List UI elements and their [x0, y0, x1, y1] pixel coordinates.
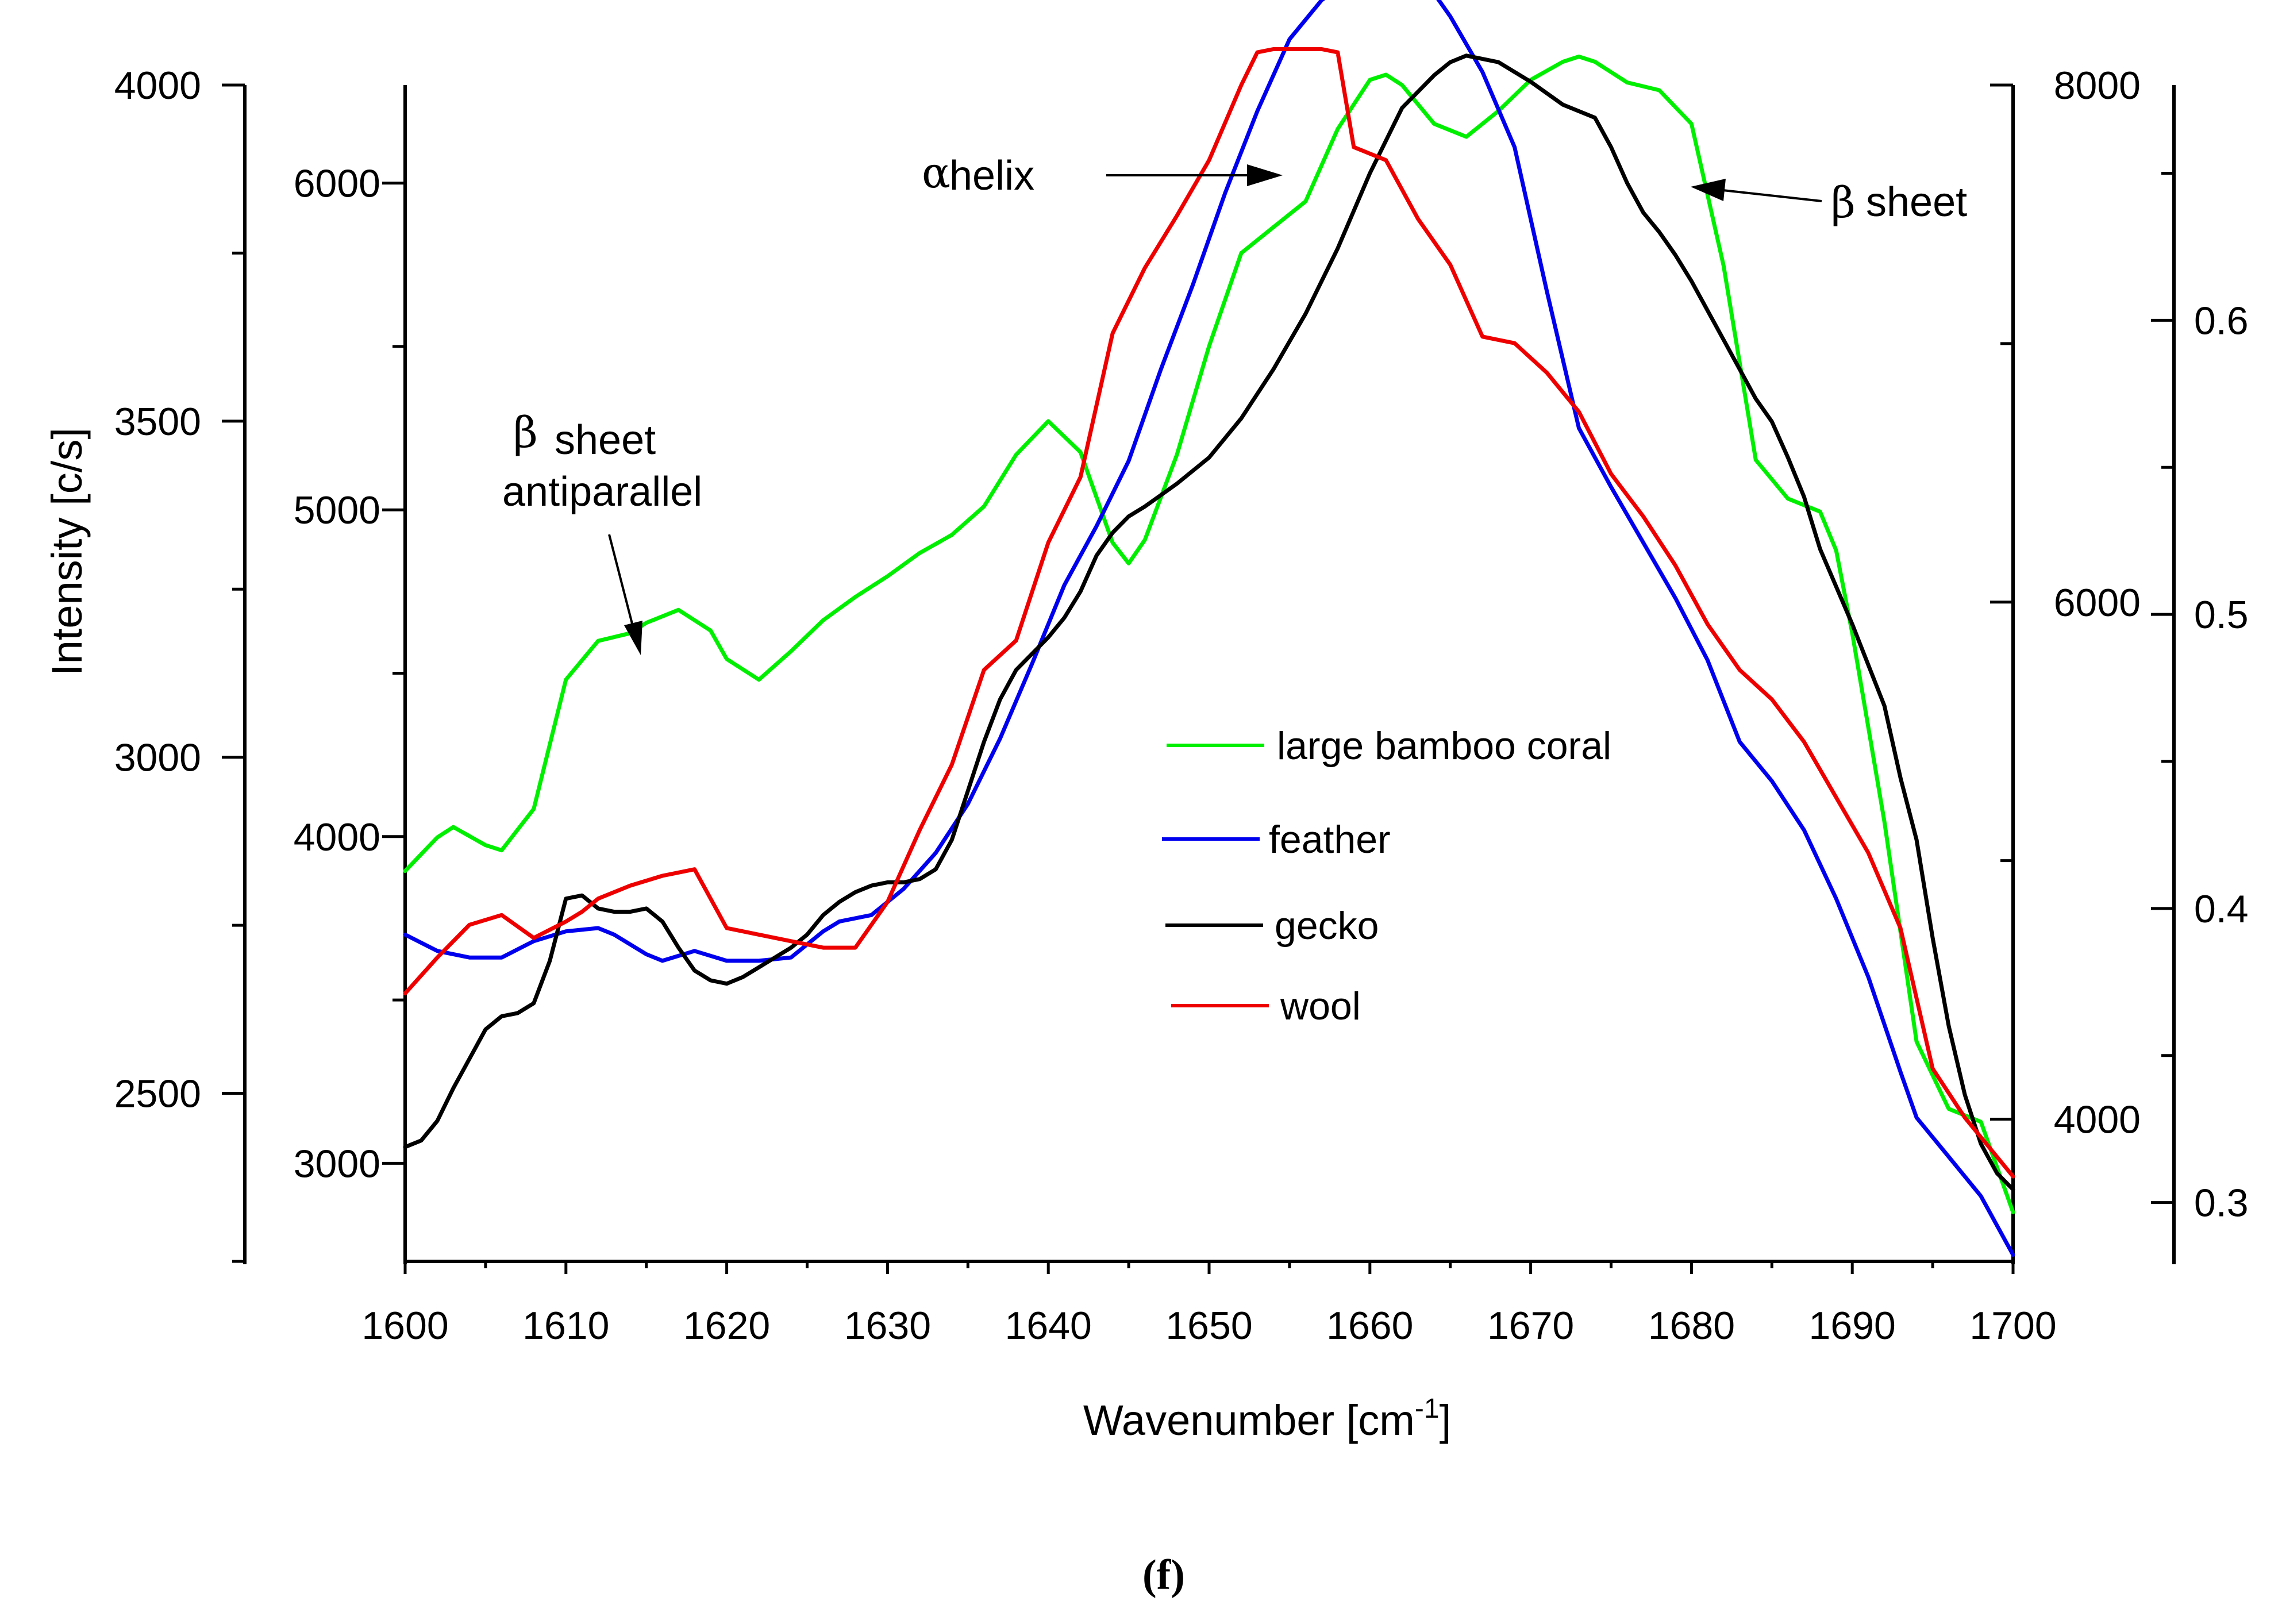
left-inner-tick-label: 4000	[294, 815, 380, 859]
annotation-alpha-helix: α helix	[922, 148, 1283, 199]
legend-label-wool: wool	[1280, 984, 1361, 1028]
right-inner-tick-label: 8000	[2054, 64, 2141, 107]
series-lines	[403, 0, 2015, 1257]
right-inner-tick-label: 4000	[2054, 1098, 2141, 1142]
x-tick-label: 1660	[1326, 1304, 1413, 1348]
x-axis-label-sup: -1	[1415, 1394, 1440, 1424]
legend: large bamboo coral feather gecko wool	[1162, 724, 1611, 1028]
annotation-beta-symbol-left: β	[513, 408, 538, 457]
right-outer-tick-label: 0.6	[2194, 299, 2249, 342]
annotation-arrowhead-antiparallel	[624, 621, 642, 655]
series-line-gecko	[403, 53, 2015, 1192]
annotation-beta-sheet-antiparallel: β sheet antiparallel	[502, 408, 702, 655]
series-line-feather	[403, 0, 2015, 1257]
right-outer-tick-label: 0.3	[2194, 1182, 2249, 1225]
tick-labels: 1600 1610 1620 1630 1640 1650 1660 1670 1680 1690…	[114, 64, 2249, 1348]
x-tick-label: 1670	[1487, 1304, 1574, 1348]
tick-marks	[222, 83, 2174, 1274]
annotation-beta-sheet-word-right: sheet	[1866, 179, 1967, 225]
left-outer-tick-label: 4000	[114, 64, 201, 107]
left-inner-tick-label: 3000	[294, 1142, 380, 1186]
x-tick-label: 1650	[1165, 1304, 1252, 1348]
left-inner-tick-label: 5000	[294, 488, 380, 532]
x-axis-label-end: ]	[1440, 1396, 1452, 1444]
annotation-antiparallel-word: antiparallel	[502, 469, 702, 515]
right-outer-tick-label: 0.5	[2194, 593, 2249, 637]
annotation-arrow-antiparallel	[608, 534, 634, 629]
right-inner-tick-label: 6000	[2054, 581, 2141, 625]
legend-label-feather: feather	[1269, 818, 1391, 861]
left-inner-tick-label: 6000	[294, 162, 380, 206]
left-outer-tick-label: 2500	[114, 1072, 201, 1116]
left-outer-tick-label: 3000	[114, 736, 201, 780]
x-axis-label-text: Wavenumber [cm	[1083, 1396, 1415, 1444]
axes-group	[222, 83, 2176, 1274]
x-tick-label: 1640	[1005, 1304, 1092, 1348]
legend-label-large-bamboo-coral: large bamboo coral	[1277, 724, 1611, 768]
x-tick-label: 1630	[844, 1304, 931, 1348]
x-tick-label: 1600	[361, 1304, 448, 1348]
right-outer-tick-label: 0.4	[2194, 887, 2249, 931]
annotation-beta-symbol-right: β	[1831, 178, 1856, 228]
x-tick-label: 1610	[522, 1304, 609, 1348]
y-axis-label: Intensity [c/s]	[43, 428, 91, 676]
x-tick-label: 1700	[1969, 1304, 2056, 1348]
annotation-helix-word: helix	[949, 153, 1034, 199]
annotation-beta-sheet-word-left: sheet	[555, 417, 656, 463]
annotation-arrow-beta-sheet	[1722, 189, 1822, 202]
legend-label-gecko: gecko	[1275, 904, 1379, 948]
series-line-wool	[403, 47, 2015, 1179]
annotation-arrowhead-beta-sheet	[1691, 179, 1726, 201]
annotation-alpha-symbol: α	[922, 148, 950, 198]
left-outer-tick-label: 3500	[114, 400, 201, 444]
x-tick-label: 1680	[1648, 1304, 1735, 1348]
x-tick-label: 1620	[683, 1304, 770, 1348]
x-tick-label: 1690	[1809, 1304, 1896, 1348]
figure-caption: (f)	[1142, 1552, 1185, 1599]
series-line-large-bamboo-coral	[403, 55, 2015, 1214]
annotation-beta-sheet-right: β sheet	[1691, 178, 1967, 228]
x-axis-label: Wavenumber [cm-1]	[1083, 1394, 1451, 1444]
annotation-arrowhead-helix	[1247, 164, 1283, 186]
